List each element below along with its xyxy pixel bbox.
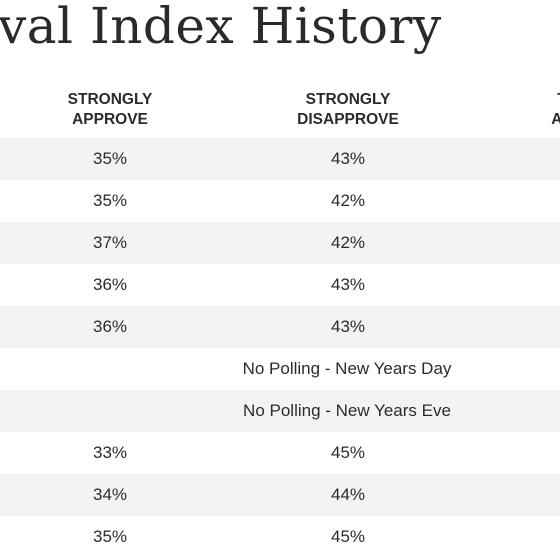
strongly-approve-cell: 36% — [92, 317, 128, 336]
strongly-approve-cell: 33% — [92, 443, 128, 462]
table-row: No Polling - New Years Eve — [0, 390, 560, 432]
table-row: 33% 45% — [0, 432, 560, 474]
no-polling-note: No Polling - New Years Eve — [243, 401, 451, 420]
table-row: 35% 45% — [0, 516, 560, 558]
table-row: 37% 42% — [0, 222, 560, 264]
table-row: 35% 43% — [0, 138, 560, 180]
strongly-disapprove-cell: 42% — [330, 233, 366, 252]
history-table-body: 35% 43% 35% 42% 37% 42% 36% 43% 36% 43% … — [0, 138, 560, 558]
column-header-total-approve: T AP — [502, 90, 560, 130]
table-row: No Polling - New Years Day — [0, 348, 560, 390]
strongly-approve-cell: 37% — [92, 233, 128, 252]
strongly-approve-cell: 35% — [92, 527, 128, 546]
strongly-disapprove-cell: 44% — [330, 485, 366, 504]
table-row: 36% 43% — [0, 306, 560, 348]
column-header-line: T — [502, 90, 560, 110]
no-polling-note: No Polling - New Years Day — [242, 359, 452, 378]
strongly-approve-cell: 35% — [92, 191, 128, 210]
strongly-disapprove-cell: 43% — [330, 275, 366, 294]
column-header-strongly-disapprove: STRONGLY DISAPPROVE — [268, 90, 428, 130]
table-row: 34% 44% — [0, 474, 560, 516]
strongly-approve-cell: 35% — [92, 149, 128, 168]
column-header-line: DISAPPROVE — [297, 111, 399, 128]
column-header-line: STRONGLY — [305, 91, 391, 108]
column-header-line: STRONGLY — [67, 91, 153, 108]
table-row: 35% 42% — [0, 180, 560, 222]
table-row: 36% 43% — [0, 264, 560, 306]
page-title: val Index History — [0, 0, 442, 55]
strongly-approve-cell: 34% — [92, 485, 128, 504]
strongly-disapprove-cell: 43% — [330, 317, 366, 336]
column-header-line: AP — [551, 111, 560, 128]
column-header-strongly-approve: STRONGLY APPROVE — [30, 90, 190, 130]
strongly-disapprove-cell: 45% — [330, 443, 366, 462]
column-header-line: APPROVE — [72, 111, 148, 128]
strongly-disapprove-cell: 43% — [330, 149, 366, 168]
strongly-disapprove-cell: 45% — [330, 527, 366, 546]
strongly-disapprove-cell: 42% — [330, 191, 366, 210]
strongly-approve-cell: 36% — [92, 275, 128, 294]
